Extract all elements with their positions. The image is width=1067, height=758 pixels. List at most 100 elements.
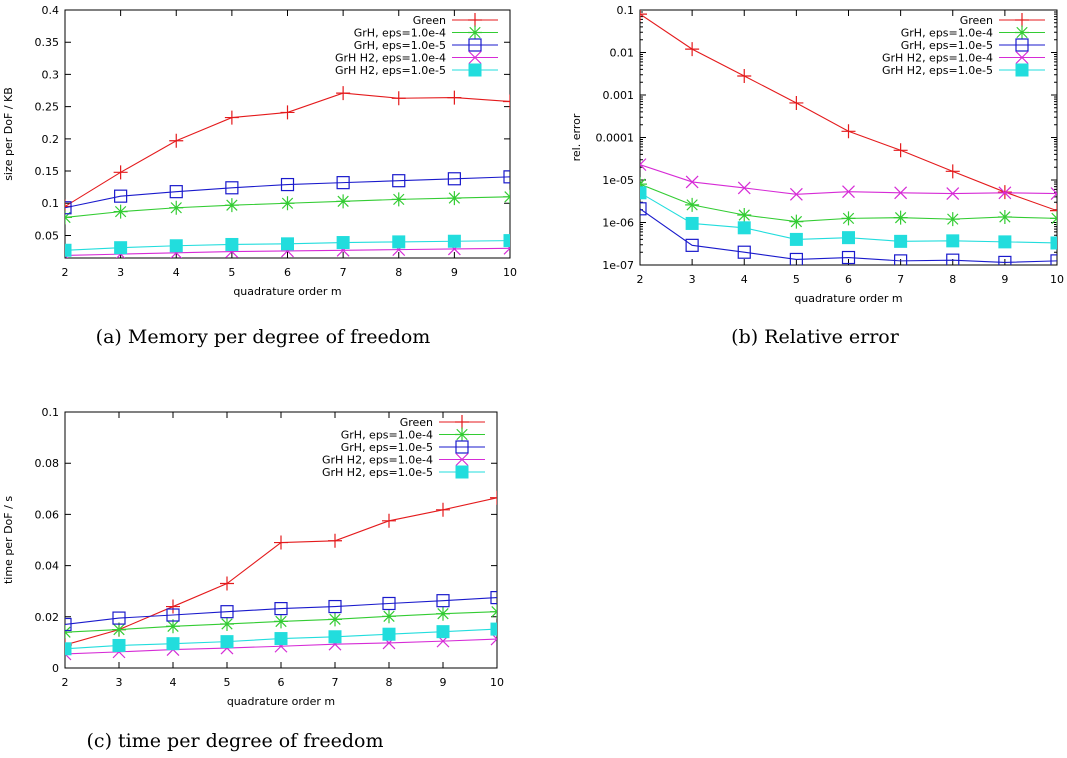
data-point: [274, 535, 288, 550]
plot-area: [640, 10, 1057, 265]
x-tick-label: 9: [1001, 273, 1008, 286]
data-point: [113, 165, 128, 180]
y-tick-label: 0.01: [610, 47, 635, 60]
y-tick-label: 0.1: [42, 406, 60, 419]
data-point: [224, 198, 239, 213]
legend-label: GrH H2, eps=1.0e-5: [335, 64, 446, 77]
data-point: [842, 185, 855, 199]
x-tick-label: 2: [62, 676, 69, 689]
data-point: [998, 255, 1012, 265]
data-point: [640, 186, 647, 200]
data-point: [392, 174, 406, 188]
data-point: [336, 86, 351, 101]
legend-marker: [468, 38, 482, 52]
data-point: [737, 221, 751, 235]
data-point: [112, 638, 126, 652]
x-tick-label: 5: [228, 266, 235, 279]
data-point: [436, 625, 450, 639]
data-point: [65, 617, 72, 632]
data-point: [685, 175, 699, 189]
data-point: [841, 124, 856, 139]
data-point: [328, 533, 342, 548]
series-line: [640, 13, 1057, 212]
data-point: [391, 91, 406, 106]
data-point: [169, 185, 183, 199]
data-point: [893, 143, 908, 158]
data-point: [789, 232, 803, 246]
x-tick-label: 10: [1050, 273, 1064, 286]
y-axis-label: time per DoF / s: [2, 496, 15, 584]
data-point: [166, 637, 180, 651]
data-point: [737, 68, 752, 83]
data-point: [166, 599, 180, 614]
x-axis-label: quadrature order m: [233, 285, 341, 298]
x-tick-label: 3: [116, 676, 123, 689]
legend-marker: [468, 51, 482, 64]
y-tick-label: 0.04: [35, 560, 60, 573]
x-tick-label: 2: [637, 273, 644, 286]
series-line: [640, 208, 1057, 263]
data-point: [685, 238, 699, 252]
x-tick-label: 5: [793, 273, 800, 286]
data-point: [328, 630, 342, 644]
x-axis-label: quadrature order m: [227, 695, 335, 708]
data-point: [65, 642, 72, 656]
data-point: [640, 10, 647, 22]
data-point: [447, 172, 461, 186]
y-tick-label: 0.1: [617, 4, 635, 17]
data-point: [1050, 187, 1057, 200]
data-point: [997, 209, 1012, 224]
data-point: [280, 177, 295, 192]
data-point: [789, 214, 804, 229]
y-tick-label: 0.3: [42, 68, 60, 81]
legend-label: GrH, eps=1.0e-5: [341, 441, 433, 454]
data-point: [503, 94, 510, 109]
data-point: [220, 635, 234, 649]
data-point: [65, 625, 72, 640]
data-point: [841, 250, 856, 265]
data-point: [274, 602, 288, 616]
data-point: [336, 236, 350, 250]
data-point: [685, 42, 700, 57]
data-point: [224, 110, 239, 125]
data-point: [436, 594, 450, 608]
data-point: [737, 245, 751, 259]
legend-marker: [1015, 25, 1029, 40]
legend-label: Green: [413, 14, 446, 27]
legend-label: GrH H2, eps=1.0e-5: [322, 466, 433, 479]
data-point: [166, 608, 180, 622]
data-point: [280, 105, 295, 120]
x-tick-label: 2: [62, 266, 69, 279]
x-tick-label: 8: [949, 273, 956, 286]
data-point: [336, 176, 350, 190]
y-tick-label: 0.1: [42, 197, 60, 210]
plot-area: [65, 490, 497, 661]
data-point: [946, 187, 960, 200]
data-point: [894, 186, 908, 200]
y-tick-label: 0.15: [35, 165, 60, 178]
data-point: [220, 616, 234, 631]
y-tick-label: 0.001: [603, 89, 635, 102]
x-axis-label: quadrature order m: [794, 292, 902, 305]
x-tick-label: 10: [490, 676, 504, 689]
legend-marker: [455, 453, 469, 466]
y-tick-label: 0.2: [42, 133, 60, 146]
data-point: [65, 210, 72, 225]
x-tick-label: 10: [503, 266, 517, 279]
legend-label: GrH H2, eps=1.0e-5: [882, 64, 993, 77]
legend-marker: [1015, 13, 1029, 27]
data-point: [281, 237, 294, 251]
figure-caption: (c) time per degree of freedom: [87, 730, 384, 752]
data-point: [894, 234, 908, 248]
data-point: [336, 194, 351, 209]
data-point: [1050, 254, 1057, 265]
data-point: [225, 181, 239, 195]
data-point: [447, 90, 462, 105]
data-point: [685, 216, 699, 230]
x-tick-label: 8: [395, 266, 402, 279]
data-point: [328, 612, 342, 627]
data-point: [789, 252, 803, 265]
data-point: [490, 490, 497, 505]
